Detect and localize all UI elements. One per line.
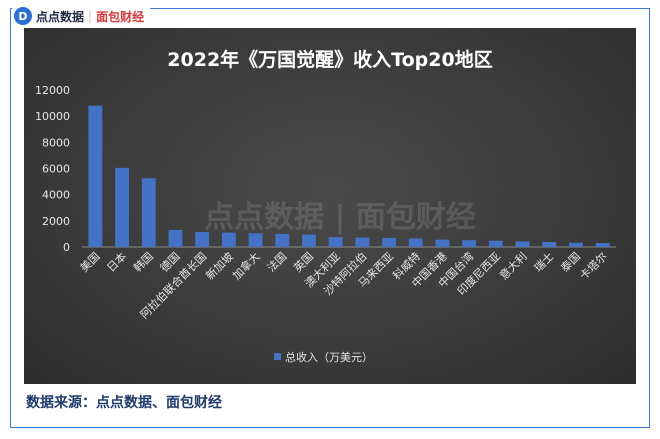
x-tick-label: 法国 (264, 249, 289, 274)
x-tick-label: 意大利 (496, 249, 529, 282)
y-tick-label: 2000 (42, 215, 70, 228)
x-tick-label: 新加坡 (203, 249, 236, 282)
x-tick-label: 韩国 (130, 249, 155, 274)
bar (382, 237, 396, 247)
y-tick-label: 10000 (35, 110, 70, 123)
bar (168, 229, 183, 247)
legend-label: 总收入（万美元） (285, 350, 373, 364)
watermark: 点点数据 | 面包财经 (204, 200, 476, 235)
figure-frame (10, 8, 650, 428)
bar (275, 233, 290, 247)
y-tick-label: 8000 (42, 136, 70, 149)
bar (195, 231, 210, 247)
source-note: 数据来源：点点数据、面包财经 (26, 395, 222, 411)
bar (328, 237, 343, 247)
brand-separator: | (88, 9, 93, 23)
bar (302, 234, 316, 247)
brand-logo-glyph: D (18, 9, 28, 23)
bar (141, 178, 156, 247)
brand-name-b: 面包财经 (96, 9, 145, 24)
x-tick-label: 日本 (104, 249, 129, 274)
legend-swatch (274, 353, 281, 360)
brand-header: D 点点数据 | 面包财经 (12, 4, 151, 28)
bar (488, 240, 503, 247)
y-tick-label: 4000 (42, 189, 70, 202)
bar (569, 242, 583, 247)
x-tick-label: 美国 (78, 250, 103, 275)
brand-logo-icon: D (14, 7, 32, 25)
bar (115, 167, 129, 247)
bar (408, 238, 423, 247)
bar (595, 243, 610, 247)
bar (542, 242, 557, 247)
bar (462, 240, 477, 247)
y-tick-label: 6000 (42, 163, 70, 176)
bar (435, 239, 450, 247)
y-tick-label: 0 (63, 241, 70, 254)
bar (88, 105, 103, 247)
chart-area: 2022年《万国觉醒》收入Top20地区点点数据 | 面包财经 0 2000 4000… (24, 28, 636, 384)
bar (221, 232, 236, 247)
bar (248, 233, 263, 247)
x-tick-label: 卡塔尔 (577, 250, 610, 283)
x-tick-label: 加拿大 (229, 249, 262, 282)
bar (515, 241, 530, 247)
brand-name-a: 点点数据 (36, 9, 85, 24)
x-tick-label: 瑞士 (531, 249, 556, 274)
y-tick-label: 12000 (35, 84, 70, 97)
chart-title: 2022年《万国觉醒》收入Top20地区 (167, 48, 492, 71)
bar (355, 237, 370, 247)
